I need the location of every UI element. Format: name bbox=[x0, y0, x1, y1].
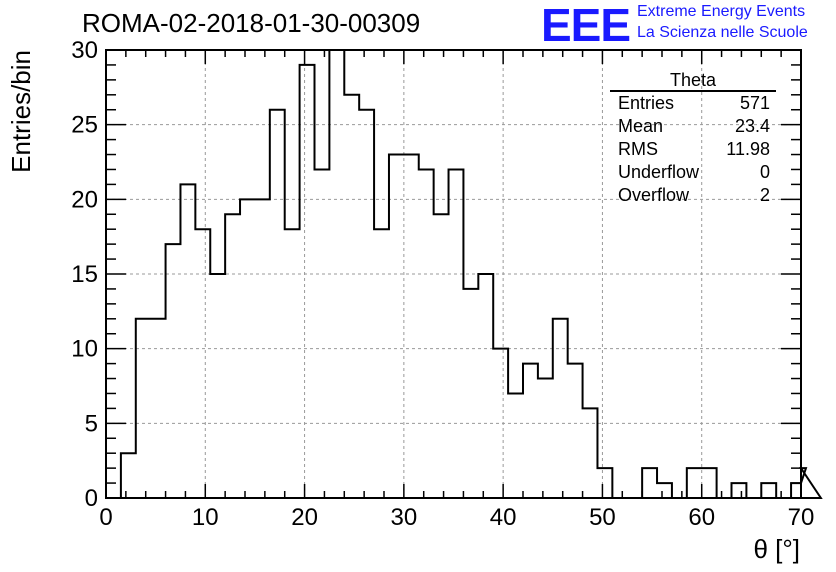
y-tick-label: 15 bbox=[71, 261, 98, 288]
y-tick-label: 10 bbox=[71, 336, 98, 363]
stats-label: RMS bbox=[618, 139, 658, 159]
org-name-line-1: Extreme Energy Events bbox=[637, 3, 806, 20]
stats-label: Mean bbox=[618, 116, 664, 136]
stats-box-title: Theta bbox=[610, 70, 776, 92]
stats-value: 0 bbox=[759, 162, 770, 182]
x-tick-label: 30 bbox=[391, 504, 418, 531]
org-name-line-2: La Scienza nelle Scuole bbox=[637, 24, 808, 41]
x-tick-label: 40 bbox=[490, 504, 517, 531]
x-tick-label: 70 bbox=[788, 504, 815, 531]
y-tick-label: 30 bbox=[71, 37, 98, 64]
stats-value: 11.98 bbox=[726, 139, 770, 159]
stats-row-overflow: Overflow 2 bbox=[610, 184, 776, 207]
chart-title: ROMA-02-2018-01-30-00309 bbox=[82, 8, 421, 38]
stats-label: Underflow bbox=[618, 162, 700, 182]
y-tick-label: 5 bbox=[85, 410, 98, 437]
x-tick-label: 60 bbox=[688, 504, 715, 531]
histogram-line bbox=[106, 49, 823, 499]
y-axis-label: Entries/bin bbox=[6, 50, 36, 173]
stats-box: Theta Entries 571 Mean 23.4 RMS 11.98 Un… bbox=[610, 70, 776, 207]
stats-label: Entries bbox=[618, 93, 675, 113]
x-tick-label: 50 bbox=[589, 504, 616, 531]
eee-logo: EEE bbox=[541, 0, 631, 51]
x-tick-label: 10 bbox=[192, 504, 219, 531]
stats-label: Overflow bbox=[618, 185, 690, 205]
stats-row-mean: Mean 23.4 bbox=[610, 115, 776, 138]
y-tick-label: 20 bbox=[71, 186, 98, 213]
y-tick-label: 0 bbox=[85, 485, 98, 512]
stats-row-entries: Entries 571 bbox=[610, 92, 776, 115]
x-tick-label: 20 bbox=[291, 504, 318, 531]
stats-value: 2 bbox=[759, 185, 770, 205]
y-tick-label: 25 bbox=[71, 112, 98, 139]
x-axis-label: θ [°] bbox=[753, 534, 800, 564]
axis-ticks bbox=[105, 49, 802, 499]
x-tick-label: 0 bbox=[99, 504, 112, 531]
stats-value: 23.4 bbox=[734, 116, 770, 136]
stats-value: 571 bbox=[739, 93, 770, 113]
stats-row-underflow: Underflow 0 bbox=[610, 161, 776, 184]
stats-row-rms: RMS 11.98 bbox=[610, 138, 776, 161]
